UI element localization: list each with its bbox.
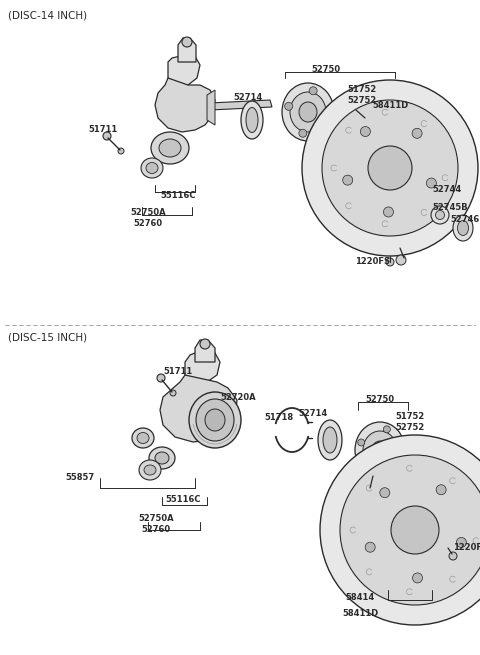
Circle shape — [358, 439, 365, 446]
Circle shape — [412, 573, 422, 583]
Circle shape — [360, 126, 371, 136]
Ellipse shape — [290, 92, 326, 132]
Circle shape — [182, 37, 192, 47]
Text: 58411D: 58411D — [342, 608, 378, 618]
Text: 52714: 52714 — [298, 409, 327, 417]
Text: 51711: 51711 — [163, 367, 192, 377]
Circle shape — [396, 255, 406, 265]
Circle shape — [384, 426, 390, 433]
Text: 52714: 52714 — [233, 94, 262, 102]
Ellipse shape — [189, 392, 241, 448]
Circle shape — [302, 80, 478, 256]
Text: 1220FS: 1220FS — [453, 542, 480, 552]
Text: 55857: 55857 — [65, 472, 94, 481]
Circle shape — [436, 485, 446, 495]
Ellipse shape — [363, 431, 397, 469]
Circle shape — [170, 390, 176, 396]
Text: 52750: 52750 — [312, 66, 341, 75]
Ellipse shape — [141, 158, 163, 178]
Circle shape — [396, 454, 402, 461]
Ellipse shape — [453, 215, 473, 241]
Text: 52720A: 52720A — [220, 392, 256, 402]
Circle shape — [365, 542, 375, 552]
Text: 52750A
52760: 52750A 52760 — [138, 514, 174, 534]
Ellipse shape — [196, 399, 234, 441]
Circle shape — [299, 129, 307, 138]
Polygon shape — [178, 38, 196, 62]
Circle shape — [384, 207, 394, 217]
Ellipse shape — [431, 206, 449, 224]
Ellipse shape — [146, 162, 158, 174]
Text: 51718: 51718 — [264, 413, 293, 422]
Ellipse shape — [144, 465, 156, 475]
Ellipse shape — [149, 447, 175, 469]
Ellipse shape — [282, 83, 334, 141]
Text: 51711: 51711 — [88, 126, 117, 134]
Polygon shape — [155, 78, 215, 132]
Polygon shape — [160, 375, 237, 442]
Circle shape — [426, 178, 436, 188]
Circle shape — [340, 455, 480, 605]
Circle shape — [412, 128, 422, 138]
Circle shape — [456, 537, 467, 548]
Ellipse shape — [435, 210, 444, 219]
Ellipse shape — [457, 221, 468, 236]
Ellipse shape — [318, 420, 342, 460]
Ellipse shape — [246, 107, 258, 132]
Circle shape — [343, 175, 353, 185]
Circle shape — [285, 102, 293, 110]
Circle shape — [118, 148, 124, 154]
Ellipse shape — [323, 427, 337, 453]
Circle shape — [309, 86, 317, 95]
Ellipse shape — [155, 452, 169, 464]
Polygon shape — [210, 100, 272, 110]
Circle shape — [391, 506, 439, 554]
Text: 52745B: 52745B — [432, 202, 468, 212]
Text: 55116C: 55116C — [160, 191, 195, 200]
Ellipse shape — [299, 102, 317, 122]
Text: 52750: 52750 — [365, 396, 395, 405]
Text: 58411D: 58411D — [372, 100, 408, 109]
Polygon shape — [185, 350, 220, 382]
Ellipse shape — [159, 139, 181, 157]
Circle shape — [449, 552, 457, 560]
Text: 52746: 52746 — [450, 215, 479, 225]
Circle shape — [368, 146, 412, 190]
Text: 55116C: 55116C — [165, 495, 201, 504]
Ellipse shape — [139, 460, 161, 480]
Ellipse shape — [355, 422, 405, 478]
Circle shape — [322, 100, 458, 236]
Polygon shape — [195, 340, 215, 362]
Circle shape — [366, 486, 374, 494]
Circle shape — [103, 132, 111, 140]
Text: (DISC-15 INCH): (DISC-15 INCH) — [8, 333, 87, 343]
Circle shape — [324, 114, 331, 122]
Circle shape — [320, 435, 480, 625]
Circle shape — [370, 467, 377, 474]
Circle shape — [380, 488, 390, 498]
Circle shape — [157, 374, 165, 382]
Ellipse shape — [132, 428, 154, 448]
Ellipse shape — [137, 432, 149, 443]
Ellipse shape — [241, 101, 263, 139]
Text: (DISC-14 INCH): (DISC-14 INCH) — [8, 11, 87, 21]
Circle shape — [362, 115, 370, 123]
Text: 52750A
52760: 52750A 52760 — [130, 208, 166, 228]
Polygon shape — [168, 55, 200, 85]
Ellipse shape — [372, 441, 388, 459]
Circle shape — [386, 258, 394, 266]
Ellipse shape — [151, 132, 189, 164]
Text: 52744: 52744 — [432, 185, 461, 195]
Circle shape — [200, 339, 210, 349]
Text: 1220FS: 1220FS — [355, 257, 390, 267]
Polygon shape — [207, 90, 215, 125]
Text: 58414: 58414 — [346, 593, 374, 603]
Ellipse shape — [205, 409, 225, 431]
Text: 51752
52752: 51752 52752 — [395, 412, 424, 432]
Text: 51752
52752: 51752 52752 — [347, 85, 376, 105]
